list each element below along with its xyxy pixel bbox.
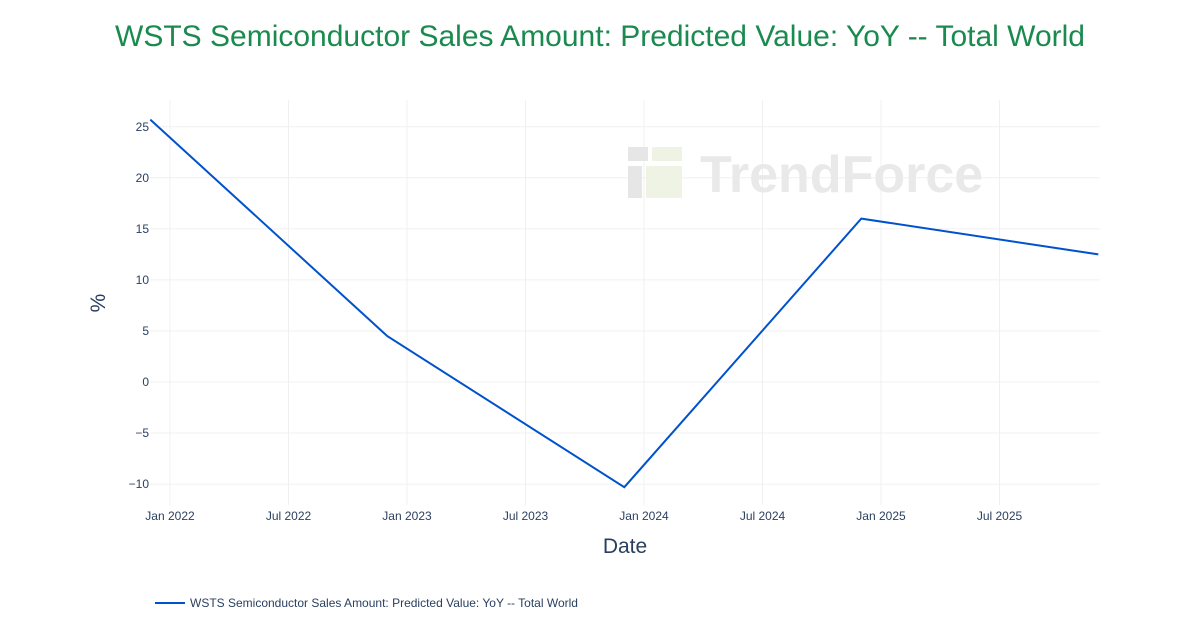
watermark-logo-icon — [628, 147, 682, 198]
x-tick-label: Jul 2022 — [266, 509, 312, 523]
y-axis-title: % — [87, 294, 110, 313]
x-tick-label: Jul 2025 — [977, 509, 1023, 523]
legend-label: WSTS Semiconductor Sales Amount: Predict… — [190, 596, 578, 610]
grid-lines — [150, 100, 1100, 505]
x-axis-title: Date — [603, 535, 647, 558]
y-tick-label: −10 — [129, 477, 150, 491]
y-tick-label: 25 — [136, 120, 150, 134]
y-tick-label: 10 — [136, 273, 150, 287]
series-line[interactable] — [149, 118, 1099, 489]
chart-title: WSTS Semiconductor Sales Amount: Predict… — [115, 20, 1085, 53]
y-tick-label: 5 — [142, 324, 149, 338]
x-tick-label: Jul 2024 — [740, 509, 786, 523]
x-tick-label: Jan 2025 — [856, 509, 906, 523]
y-tick-label: −5 — [135, 426, 149, 440]
x-tick-label: Jan 2024 — [619, 509, 669, 523]
y-tick-label: 0 — [142, 375, 149, 389]
x-tick-label: Jul 2023 — [503, 509, 549, 523]
legend-line-icon — [155, 602, 185, 604]
legend[interactable]: WSTS Semiconductor Sales Amount: Predict… — [155, 596, 578, 610]
x-axis-ticks: Jan 2022 Jul 2022 Jan 2023 Jul 2023 Jan 2024… — [145, 509, 1022, 523]
watermark-text: TrendForce — [700, 146, 983, 204]
x-tick-label: Jan 2023 — [382, 509, 432, 523]
y-tick-label: 15 — [136, 222, 150, 236]
y-tick-label: 20 — [136, 171, 150, 185]
x-tick-label: Jan 2022 — [145, 509, 195, 523]
y-axis-ticks: 25 20 15 10 5 0 −5 −10 — [129, 120, 150, 491]
